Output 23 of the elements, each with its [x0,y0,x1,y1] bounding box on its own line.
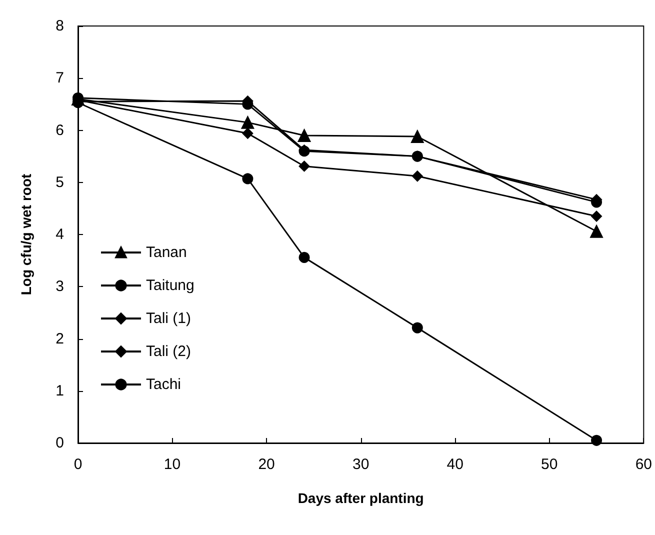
x-tick-label: 0 [74,456,82,473]
y-tick-label: 5 [56,174,64,191]
x-tick-label: 20 [258,456,275,473]
y-tick-label: 1 [56,382,64,400]
x-tick-label: 30 [352,456,370,473]
y-axis-title: Log cfu/g wet root [18,174,34,296]
x-axis-title: Days after planting [298,490,424,506]
y-tick-label: 6 [56,122,64,139]
x-tick-label: 40 [446,456,464,473]
legend-label: Taitung [146,277,194,294]
y-tick-label: 2 [56,330,64,348]
x-tick-label: 50 [541,456,558,473]
x-tick-label: 10 [164,456,181,473]
y-tick-label: 7 [56,70,64,87]
legend-label: Tanan [146,244,187,261]
legend-label: Tali (1) [146,310,192,327]
y-tick-label: 3 [56,278,64,296]
y-tick-label: 8 [56,18,64,34]
y-tick-label: 4 [56,226,64,243]
legend-label: Tachi [146,376,182,393]
legend-label: Tali (2) [146,343,192,360]
x-tick-label: 60 [635,456,652,473]
y-tick-label: 0 [56,434,64,452]
